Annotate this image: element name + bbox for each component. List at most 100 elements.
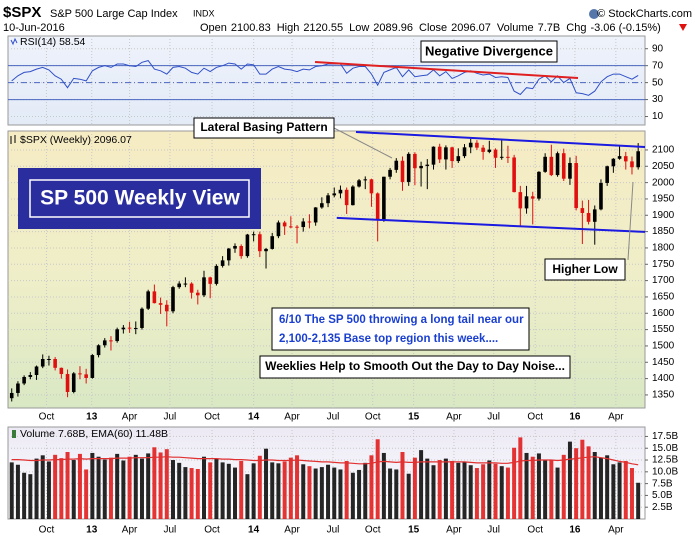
x-tick-label: Oct xyxy=(527,525,543,536)
rsi-icon xyxy=(10,37,18,46)
candle-body xyxy=(220,260,225,266)
candle-body xyxy=(524,196,529,209)
candle-body xyxy=(369,179,374,194)
volume-bar xyxy=(133,454,138,519)
x-tick-label: Jul xyxy=(163,412,176,423)
volume-bar xyxy=(605,455,610,519)
quote: Open 2100.83 High 2120.55 Low 2089.96 Close 209… xyxy=(200,22,661,34)
x-tick-label: Apr xyxy=(608,412,624,423)
y-tick-label: 30 xyxy=(652,94,664,105)
x-tick-label: Jul xyxy=(487,525,500,536)
volume-bar xyxy=(307,466,312,519)
candle-body xyxy=(320,203,324,208)
volume-bar xyxy=(282,461,287,519)
y-tick-label: 50 xyxy=(652,77,664,88)
x-tick-label: 14 xyxy=(248,412,260,423)
candle-body xyxy=(382,176,386,220)
candle-body xyxy=(158,303,163,305)
volume-bar xyxy=(71,460,76,519)
volume-bar xyxy=(592,452,597,519)
x-tick-label: Apr xyxy=(284,412,300,423)
candle-body xyxy=(543,156,547,172)
volume-bar xyxy=(22,472,27,519)
candle-body xyxy=(431,146,436,165)
candle-body xyxy=(549,156,554,176)
title-box xyxy=(18,168,261,229)
volume-bar xyxy=(102,459,107,519)
y-tick-label: 10.0B xyxy=(652,466,678,477)
volume-bar xyxy=(164,449,169,519)
source: © StockCharts.com xyxy=(597,8,692,20)
note-line: 6/10 The SP 500 throwing a long tail nea… xyxy=(279,314,524,326)
volume-bar xyxy=(220,462,225,519)
note-line: 2,100-2,135 Base top region this week...… xyxy=(279,333,498,345)
candle-body xyxy=(28,375,33,377)
x-tick-label: Apr xyxy=(122,412,138,423)
candle-body xyxy=(481,147,485,152)
x-tick-label: Oct xyxy=(39,525,55,536)
x-tick-label: 16 xyxy=(569,412,581,423)
volume-bar xyxy=(146,453,151,519)
x-tick-label: Jul xyxy=(327,412,340,423)
candle-body xyxy=(375,193,380,220)
candle-body xyxy=(307,221,312,223)
candle-body xyxy=(258,234,262,252)
candle-body xyxy=(623,156,628,162)
y-tick-label: 1650 xyxy=(652,292,675,303)
volume-bar xyxy=(344,460,349,519)
y-tick-label: 1450 xyxy=(652,357,675,368)
volume-bar xyxy=(586,446,591,519)
y-tick-label: 1400 xyxy=(652,373,675,384)
trendline xyxy=(355,130,646,149)
volume-bar xyxy=(96,456,101,519)
x-tick-label: Apr xyxy=(122,525,138,536)
candle-body xyxy=(251,234,256,236)
volume-bar xyxy=(288,457,293,519)
candle-body xyxy=(177,283,181,288)
candle-body xyxy=(630,161,634,168)
candle-body xyxy=(65,374,70,392)
y-tick-label: 1500 xyxy=(652,341,675,352)
candle-body xyxy=(537,171,541,199)
candle-body xyxy=(71,373,76,392)
candle-body xyxy=(214,265,219,284)
candle-body xyxy=(295,226,299,228)
y-tick-label: 1350 xyxy=(652,390,675,401)
candle-body xyxy=(599,182,603,210)
volume-bar xyxy=(319,467,324,519)
x-tick-label: Apr xyxy=(446,412,462,423)
y-tick-label: 1850 xyxy=(652,226,675,237)
volume-bar xyxy=(567,441,572,519)
candle-body xyxy=(34,366,39,376)
y-tick-label: 70 xyxy=(652,60,664,71)
candle-body xyxy=(40,359,45,367)
x-tick-label: Oct xyxy=(204,525,220,536)
candle-body xyxy=(512,157,516,193)
volume-bar xyxy=(617,462,622,519)
x-tick-label: Jul xyxy=(487,412,500,423)
quote-value: 7.7B xyxy=(538,22,561,34)
volume-bar xyxy=(611,464,616,519)
x-tick-label: 14 xyxy=(248,525,260,536)
y-tick-label: 5.0B xyxy=(652,490,673,501)
quote-label: Volume xyxy=(497,22,534,34)
candle-body xyxy=(388,169,392,177)
candle-body xyxy=(636,151,640,168)
volume-label: Volume 7.68B, EMA(60) 11.48B xyxy=(20,428,168,440)
volume-bar xyxy=(127,456,132,519)
volume-icon xyxy=(12,430,16,438)
volume-bar xyxy=(65,452,70,519)
candle-body xyxy=(96,345,101,356)
candle-body xyxy=(171,287,175,312)
volume-bar xyxy=(295,455,300,519)
volume-bar xyxy=(530,456,535,519)
candle-body xyxy=(189,283,194,293)
volume-bar xyxy=(233,467,238,519)
y-tick-label: 2.5B xyxy=(652,502,673,513)
candle-body xyxy=(115,329,119,342)
down-arrow xyxy=(679,24,687,31)
y-tick-label: 17.5B xyxy=(652,431,678,442)
annotation: Weeklies Help to Smooth Out the Day to D… xyxy=(265,359,565,373)
quote-value: 2120.55 xyxy=(303,22,343,34)
